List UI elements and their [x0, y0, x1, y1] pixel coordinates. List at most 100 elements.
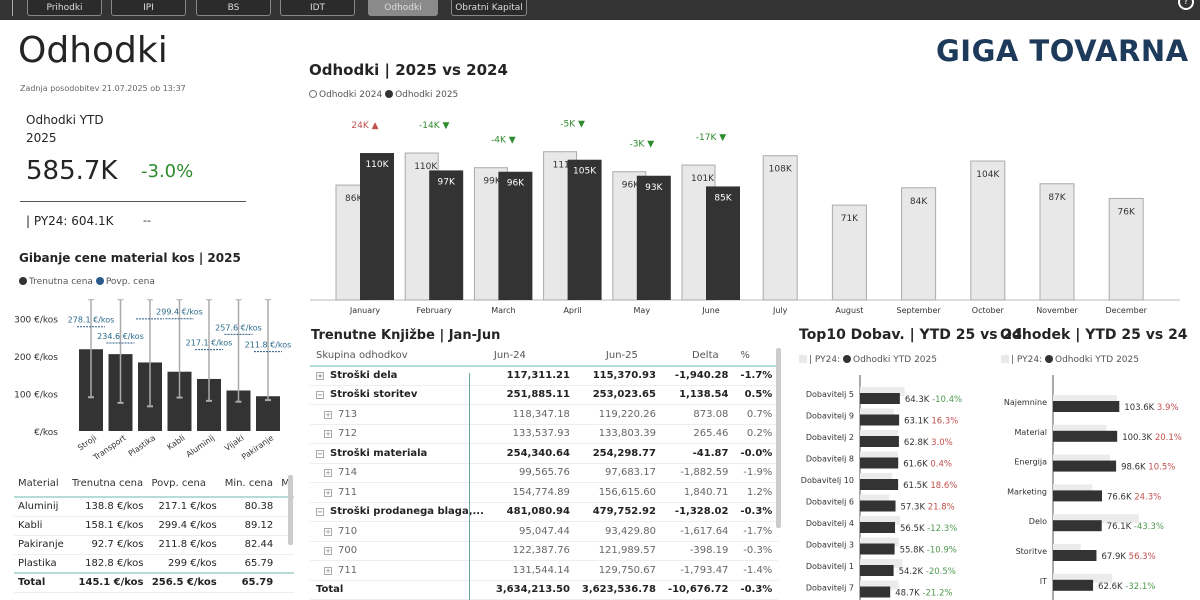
table-row[interactable]: − Stroški prodanega blaga,... 481,080.94 47… [310, 502, 779, 522]
delta-label: 24K ▲ [351, 121, 378, 131]
nav-button-ipi[interactable]: IPI [111, 0, 186, 16]
column-header[interactable]: Povp. cena [147, 471, 221, 498]
price-chart-legend: Trenutna cena Povp. cena [19, 277, 155, 287]
change-percent: 16.3% [931, 417, 958, 427]
nav-button-prihodki[interactable]: Prihodki [27, 0, 102, 16]
main-chart-legend: Odhodki 2024 Odhodki 2025 [309, 90, 458, 100]
bar-2024 [831, 204, 867, 301]
expand-icon[interactable]: + [324, 488, 332, 497]
table-row[interactable]: Total 3,634,213.50 3,623,536.78 -10,676.72-… [310, 580, 779, 600]
table-cell: -1.7% [734, 365, 779, 386]
column-header[interactable]: Trenutna cena [68, 471, 148, 498]
table-row[interactable]: +714 99,565.76 97,683.17 -1,882.59 -1.9% [310, 463, 779, 483]
table-cell: 251,885.11 [489, 385, 576, 405]
row-label: 711 [338, 564, 358, 576]
table-cell: +712 [310, 424, 490, 444]
table-row[interactable]: − Stroški storitev 251,885.11 253,023.65 1,1… [310, 385, 779, 405]
column-header[interactable]: Skupina odhodkov [310, 346, 490, 367]
expand-icon[interactable]: + [316, 372, 324, 380]
top-navigation-bar: Prihodki IPI BS IDT Odhodki Obratni Kapi… [0, 0, 1200, 20]
table-row[interactable]: − Stroški materiala 254,340.64 254,298.77 -4… [310, 443, 779, 464]
table-cell: 3,623,536.78 [575, 580, 662, 600]
expand-icon[interactable]: − [316, 391, 324, 400]
category-tick-label: Kabli [165, 433, 186, 452]
table-row[interactable]: +711 154,774.89 156,615.60 1,840.71 1.2% [310, 482, 779, 503]
expand-icon[interactable]: + [324, 547, 332, 556]
table-cell: 118,347.18 [489, 404, 576, 425]
nav-button-idt[interactable]: IDT [280, 0, 355, 16]
kpi-change: -3.0% [141, 161, 194, 182]
change-percent: 3.9% [1157, 403, 1179, 413]
bar-2025 [636, 175, 671, 300]
py-bar [860, 451, 899, 461]
nav-button-bs[interactable]: BS [196, 0, 271, 16]
bar-label-2024: 71K [841, 214, 859, 224]
table-row[interactable]: + Stroški dela 117,311.21 115,370.93 -1,940.… [310, 365, 779, 386]
table-cell: 129,750.67 [575, 560, 662, 581]
nav-button-odhodki[interactable]: Odhodki [368, 0, 438, 16]
bar-2025 [429, 170, 464, 300]
value-label: 61.5K 18.6% [903, 481, 957, 491]
column-header[interactable]: Delta [661, 346, 735, 367]
kpi-year: 2025 [26, 131, 57, 145]
company-logo: GIGA TOVARNA [936, 34, 1189, 68]
expand-icon[interactable]: + [324, 566, 332, 575]
py-bar [1053, 424, 1107, 434]
table-cell: 82.44 [220, 535, 278, 555]
table-cell: -1,617.64 [661, 521, 735, 542]
category-label: Dobavitelj 8 [806, 455, 854, 464]
y-tick-label: 100 €/kos [14, 391, 58, 401]
y-tick-label: €/kos [34, 428, 58, 438]
change-percent: -43.3% [1134, 522, 1164, 532]
column-header[interactable]: Jun-25 [575, 346, 662, 367]
column-header[interactable]: % [734, 346, 779, 367]
column-header[interactable]: Jun-24 [489, 346, 576, 367]
table-cell: 481,080.94 [489, 502, 576, 522]
column-header[interactable]: Min. cena [220, 471, 278, 498]
ledger-scrollbar[interactable] [776, 348, 781, 528]
table-row[interactable]: +710 95,047.44 93,429.80 -1,617.64 -1.7% [310, 521, 779, 542]
table-row[interactable]: +712 133,537.93 133,803.39 265.46 0.2% [310, 424, 779, 444]
expand-icon[interactable]: + [324, 410, 332, 419]
price-bar [256, 396, 280, 431]
table-row[interactable]: +713 118,347.18 119,220.26 873.08 0.7% [310, 404, 779, 425]
expand-icon[interactable]: − [316, 449, 324, 458]
expand-icon[interactable]: − [316, 508, 324, 517]
value-label: 103.6K 3.9% [1124, 403, 1178, 413]
table-row[interactable]: +711 131,544.14 129,750.67 -1,793.47 -1.4% [310, 560, 779, 581]
current-bar [860, 414, 900, 426]
materials-scrollbar[interactable] [288, 475, 293, 545]
table-cell: -10,676.72 [661, 580, 735, 600]
kpi-divider [20, 201, 246, 202]
help-icon[interactable]: ? [1178, 0, 1194, 10]
avg-price-label: 217.1 €/kos [186, 339, 233, 348]
change-percent: -21.2% [922, 589, 952, 599]
expand-icon[interactable]: + [324, 527, 332, 536]
table-cell: Total [310, 580, 490, 600]
value: 64.3K [905, 395, 932, 405]
table-row[interactable]: +700 122,387.76 121,989.57 -398.19 -0.3% [310, 541, 779, 561]
bar-label-2025: 105K [573, 167, 597, 177]
expand-icon[interactable]: + [324, 430, 332, 439]
column-header[interactable]: Material [14, 471, 69, 498]
expand-icon[interactable]: + [324, 469, 332, 478]
month-tick-label: April [563, 306, 581, 315]
value: 100.3K [1122, 433, 1155, 443]
bar-label-2024: 87K [1048, 193, 1066, 203]
table-cell: +710 [310, 521, 490, 542]
current-bar [1053, 401, 1120, 412]
current-bar [860, 500, 896, 512]
bar-label-2024: 104K [976, 170, 1000, 180]
supplier-chart: Dobavitelj 5 64.3K -10.4% Dobavitelj 9 63.1… [801, 375, 962, 600]
value: 62.6K [1098, 582, 1125, 592]
table-cell: 138.8 €/kos [68, 497, 148, 517]
category-label: Najemnine [1004, 398, 1047, 407]
row-label: Stroški prodanega blaga,... [330, 506, 484, 518]
table-cell: − Stroški prodanega blaga,... [310, 502, 490, 522]
value: 103.6K [1124, 403, 1157, 413]
delta-label: -17K ▼ [696, 133, 726, 143]
nav-button-obratni-kapital[interactable]: Obratni Kapital [451, 0, 527, 16]
category-label: Dobavitelj 7 [806, 584, 854, 593]
value-label: 61.6K 0.4% [903, 460, 952, 470]
table-cell: 65.79 [220, 573, 278, 593]
